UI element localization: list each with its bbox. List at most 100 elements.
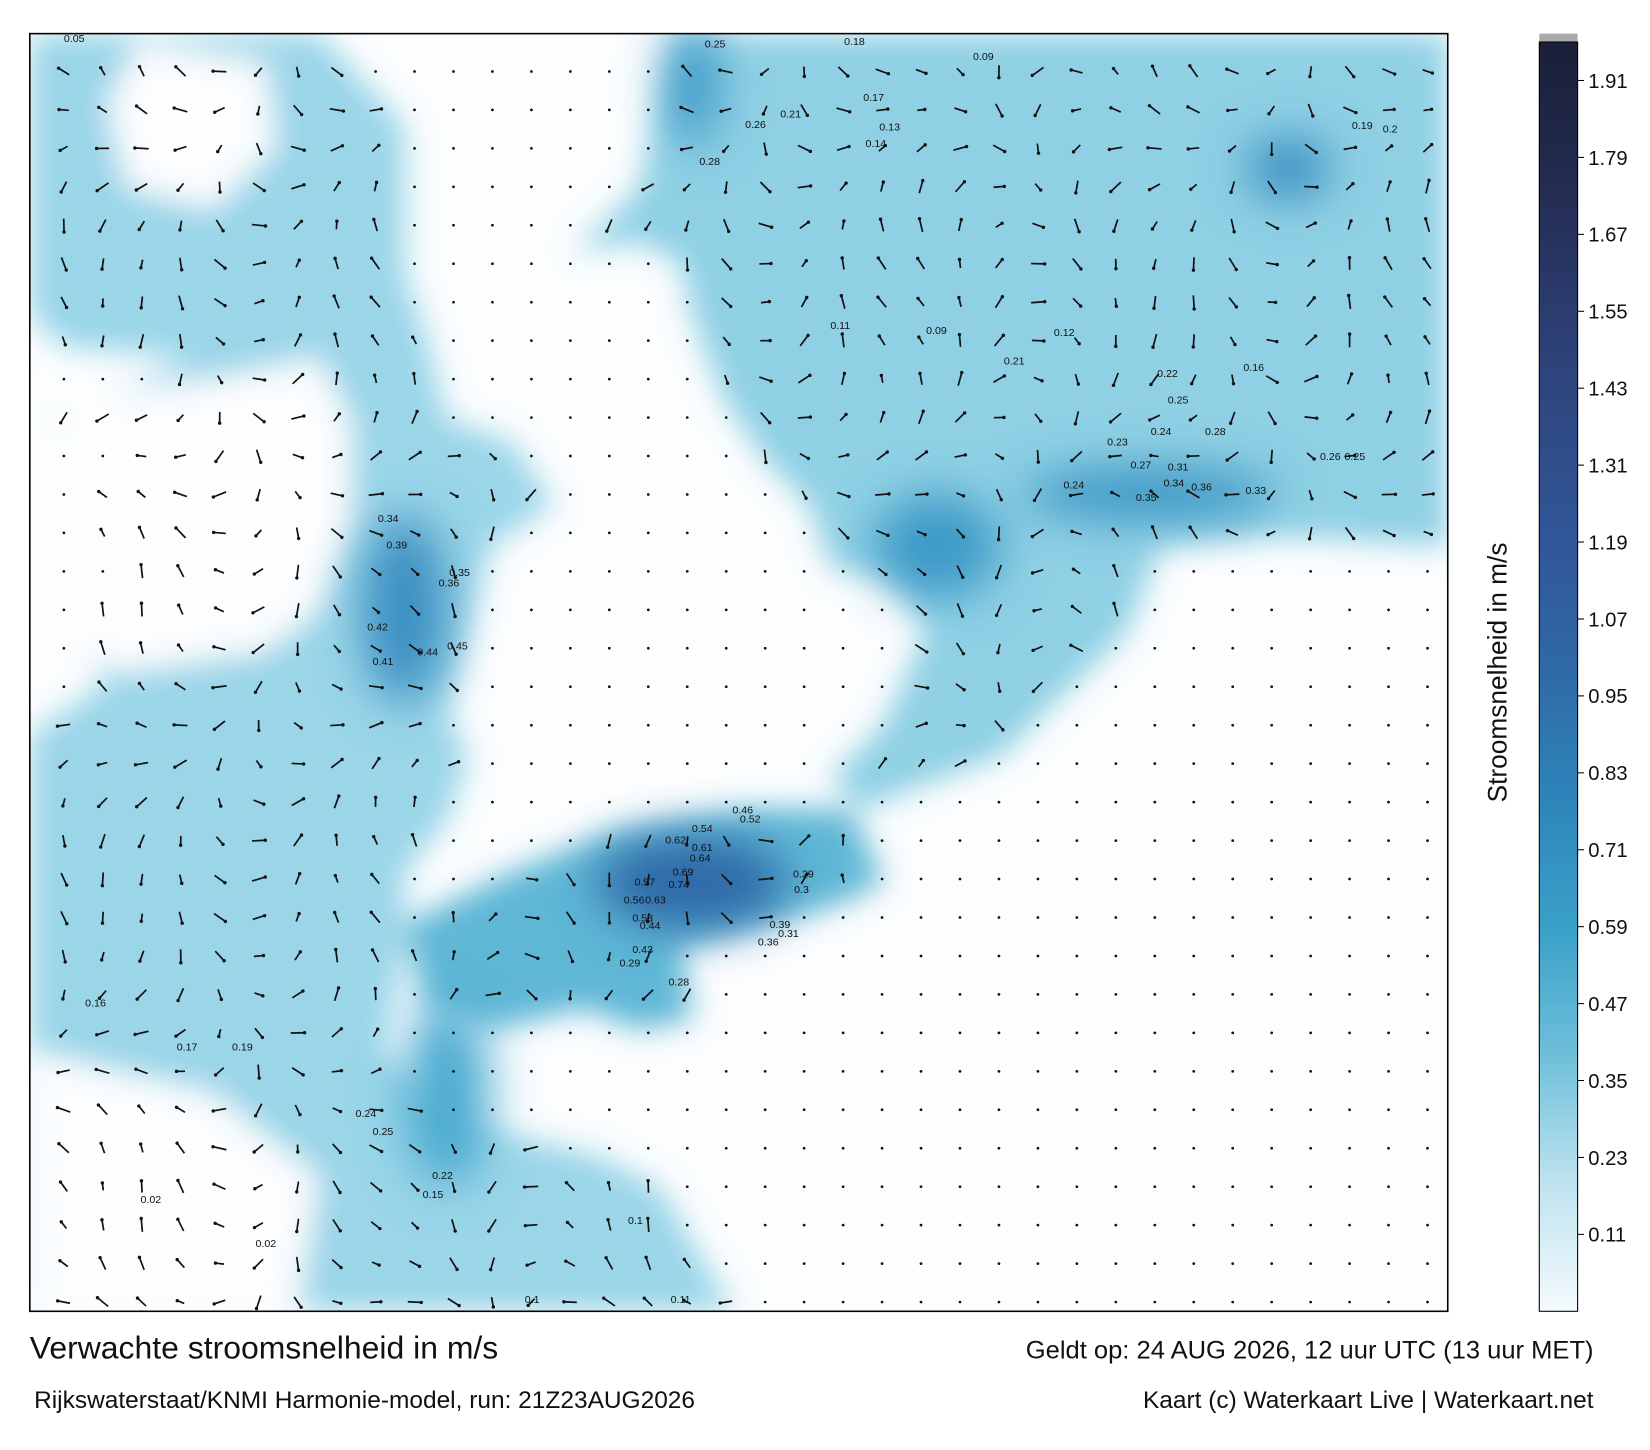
vector-head bbox=[1422, 257, 1426, 261]
vector-arrow bbox=[720, 912, 732, 923]
vector-head bbox=[1349, 372, 1354, 376]
vector-head bbox=[1313, 221, 1317, 225]
vector-head bbox=[1350, 413, 1355, 417]
vector-head bbox=[1234, 267, 1238, 272]
vector-head bbox=[213, 110, 217, 114]
vector-dot bbox=[1387, 1146, 1390, 1150]
vector-arrow bbox=[330, 723, 343, 727]
vector-dot bbox=[646, 800, 650, 804]
vector-head bbox=[294, 614, 299, 619]
vector-arrow bbox=[368, 721, 383, 729]
vector-dot bbox=[568, 646, 572, 650]
vector-head bbox=[1229, 190, 1233, 194]
vector-arrow bbox=[642, 183, 655, 191]
vector-head bbox=[135, 1296, 140, 1300]
vector-arrow bbox=[1031, 528, 1044, 538]
vector-arrow bbox=[331, 1028, 342, 1038]
vector-head bbox=[175, 1257, 179, 1262]
vector-arrow bbox=[99, 1257, 107, 1270]
vector-dot bbox=[491, 800, 494, 804]
colorbar-tick-label: 1.91 bbox=[1588, 71, 1627, 93]
vector-head bbox=[1188, 525, 1192, 529]
vector-head bbox=[1352, 74, 1356, 79]
speed-label: 0.11 bbox=[671, 1294, 691, 1306]
vector-dot bbox=[802, 646, 806, 650]
vector-head bbox=[99, 958, 104, 962]
vector-arrow bbox=[101, 335, 105, 346]
vector-head bbox=[568, 997, 572, 1001]
vector-arrow bbox=[136, 414, 148, 421]
vector-dot bbox=[1426, 1223, 1429, 1227]
vector-head bbox=[1112, 564, 1116, 568]
vector-dot bbox=[1114, 1031, 1118, 1035]
vector-arrow bbox=[290, 145, 305, 152]
vector-dot bbox=[997, 1069, 1001, 1073]
colorbar-scale bbox=[1538, 41, 1579, 1312]
vector-head bbox=[61, 804, 65, 808]
vector-head bbox=[1149, 382, 1153, 387]
vector-dot bbox=[1153, 954, 1157, 958]
vector-arrow bbox=[918, 218, 924, 233]
vector-head bbox=[297, 911, 301, 916]
vector-head bbox=[1273, 300, 1278, 305]
vector-head bbox=[642, 1296, 646, 1300]
vector-dot bbox=[919, 800, 923, 804]
vector-dot bbox=[685, 454, 689, 458]
vector-arrow bbox=[877, 257, 887, 270]
vector-dot bbox=[1192, 1262, 1196, 1265]
vector-arrow bbox=[334, 949, 339, 963]
vector-dot bbox=[958, 839, 962, 842]
vector-dot bbox=[491, 570, 494, 573]
vector-head bbox=[1030, 534, 1035, 539]
vector-head bbox=[1347, 293, 1351, 298]
vector-dot bbox=[1036, 723, 1040, 727]
vector-dot bbox=[452, 70, 455, 73]
vector-arrow bbox=[251, 839, 266, 842]
vector-head bbox=[492, 498, 496, 502]
vector-dot bbox=[919, 1069, 923, 1073]
speed-label: 0.45 bbox=[447, 640, 468, 652]
vector-head bbox=[252, 1266, 257, 1270]
vector-arrow bbox=[1226, 68, 1239, 75]
vector-head bbox=[1385, 217, 1390, 221]
speed-label: 0.17 bbox=[863, 92, 884, 104]
vector-head bbox=[180, 921, 184, 925]
vector-head bbox=[211, 69, 215, 73]
vector-head bbox=[370, 872, 374, 877]
vector-head bbox=[961, 72, 965, 77]
colorbar-tick-label: 1.79 bbox=[1588, 148, 1627, 170]
vector-arrow bbox=[1304, 185, 1318, 188]
vector-head bbox=[262, 188, 266, 193]
vector-arrow bbox=[99, 219, 107, 232]
vector-arrow bbox=[526, 488, 537, 501]
vector-dot bbox=[763, 608, 767, 612]
vector-head bbox=[489, 537, 493, 541]
vector-dot bbox=[452, 185, 455, 189]
vector-dot bbox=[1309, 1031, 1313, 1035]
vector-arrow bbox=[957, 219, 963, 232]
vector-head bbox=[641, 997, 646, 1001]
vector-dot bbox=[1192, 762, 1196, 766]
vector-head bbox=[138, 1142, 143, 1146]
vector-head bbox=[340, 494, 345, 498]
vector-arrow bbox=[1421, 493, 1434, 496]
vector-head bbox=[213, 1073, 218, 1077]
vector-dot bbox=[1387, 685, 1390, 689]
vector-head bbox=[883, 143, 887, 148]
vector-head bbox=[1352, 453, 1357, 458]
vector-head bbox=[337, 794, 341, 798]
vector-head bbox=[63, 844, 67, 848]
vector-dot bbox=[1426, 1146, 1429, 1150]
vector-head bbox=[1392, 107, 1396, 112]
vector-head bbox=[373, 795, 378, 800]
vector-head bbox=[211, 1145, 215, 1149]
vector-arrow bbox=[255, 1295, 262, 1309]
vector-arrow bbox=[251, 223, 266, 227]
vector-head bbox=[453, 1229, 457, 1233]
vector-arrow bbox=[1230, 218, 1235, 232]
vector-dot bbox=[646, 685, 650, 689]
vector-arrow bbox=[489, 1257, 496, 1270]
vector-dot bbox=[802, 800, 806, 804]
vector-dot bbox=[1348, 916, 1351, 919]
vector-arrow bbox=[98, 797, 108, 808]
